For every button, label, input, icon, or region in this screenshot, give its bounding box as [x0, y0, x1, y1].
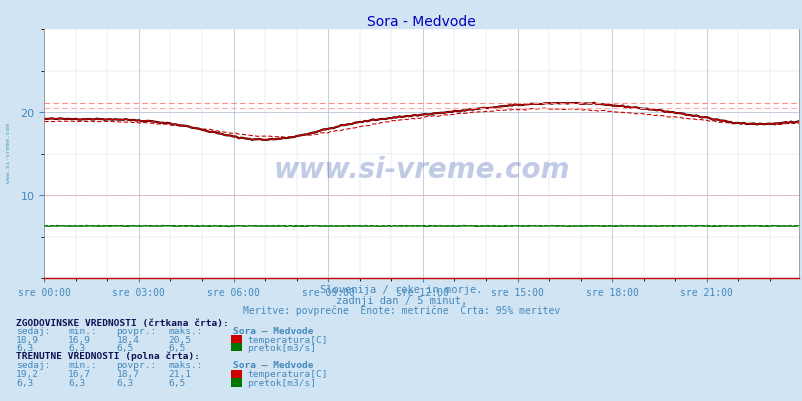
Text: povpr.:: povpr.:: [116, 360, 156, 369]
Text: maks.:: maks.:: [168, 360, 203, 369]
Text: pretok[m3/s]: pretok[m3/s]: [247, 343, 316, 352]
Text: min.:: min.:: [68, 327, 97, 336]
Text: 6,3: 6,3: [68, 378, 85, 387]
Text: temperatura[C]: temperatura[C]: [247, 335, 327, 344]
Text: 6,5: 6,5: [168, 378, 185, 387]
Text: 18,4: 18,4: [116, 335, 140, 344]
Text: 6,3: 6,3: [16, 378, 33, 387]
Text: 20,5: 20,5: [168, 335, 192, 344]
Text: pretok[m3/s]: pretok[m3/s]: [247, 378, 316, 387]
Text: min.:: min.:: [68, 360, 97, 369]
Text: Meritve: povprečne  Enote: metrične  Črta: 95% meritev: Meritve: povprečne Enote: metrične Črta:…: [242, 303, 560, 315]
Text: sedaj:: sedaj:: [16, 327, 51, 336]
Text: TRENUTNE VREDNOSTI (polna črta):: TRENUTNE VREDNOSTI (polna črta):: [16, 351, 200, 360]
Text: www.si-vreme.com: www.si-vreme.com: [273, 155, 569, 183]
Text: temperatura[C]: temperatura[C]: [247, 369, 327, 378]
Text: Sora – Medvode: Sora – Medvode: [233, 327, 313, 336]
Text: 6,3: 6,3: [68, 343, 85, 352]
Text: www.si-vreme.com: www.si-vreme.com: [6, 122, 10, 182]
Text: 16,9: 16,9: [68, 335, 91, 344]
Text: zadnji dan / 5 minut.: zadnji dan / 5 minut.: [335, 295, 467, 305]
Text: sedaj:: sedaj:: [16, 360, 51, 369]
Text: 18,9: 18,9: [16, 335, 39, 344]
Title: Sora - Medvode: Sora - Medvode: [367, 15, 476, 29]
Text: povpr.:: povpr.:: [116, 327, 156, 336]
Text: maks.:: maks.:: [168, 327, 203, 336]
Text: 18,7: 18,7: [116, 369, 140, 378]
Text: 19,2: 19,2: [16, 369, 39, 378]
Text: 6,5: 6,5: [168, 343, 185, 352]
Text: ZGODOVINSKE VREDNOSTI (črtkana črta):: ZGODOVINSKE VREDNOSTI (črtkana črta):: [16, 318, 229, 327]
Text: 21,1: 21,1: [168, 369, 192, 378]
Text: Sora – Medvode: Sora – Medvode: [233, 360, 313, 369]
Text: 6,3: 6,3: [16, 343, 33, 352]
Text: 6,3: 6,3: [116, 378, 133, 387]
Text: 6,5: 6,5: [116, 343, 133, 352]
Text: 16,7: 16,7: [68, 369, 91, 378]
Text: Slovenija / reke in morje.: Slovenija / reke in morje.: [320, 285, 482, 295]
